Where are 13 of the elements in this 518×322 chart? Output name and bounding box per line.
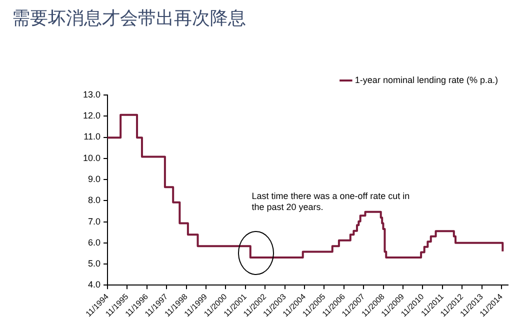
y-tick-label: 9.0 [88, 174, 101, 184]
y-tick-label: 6.0 [88, 237, 101, 248]
y-tick-label: 10.0 [82, 152, 101, 163]
annotation: Last time there was a one-off rate cut in the past 20 years. [252, 190, 410, 212]
y-tick-label: 12.0 [82, 110, 101, 121]
y-tick-label: 7.0 [88, 216, 101, 226]
legend-label: 1-year nominal lending rate (% p.a.) [354, 74, 498, 85]
chart-title: 需要坏消息才会带出再次降息 [12, 7, 246, 30]
y-tick-label: 4.0 [88, 280, 101, 290]
y-tick-label: 5.0 [88, 258, 101, 269]
y-tick-label: 11.0 [84, 132, 101, 142]
y-tick-label: 8.0 [88, 195, 101, 206]
y-tick-label: 13.0 [82, 89, 101, 100]
